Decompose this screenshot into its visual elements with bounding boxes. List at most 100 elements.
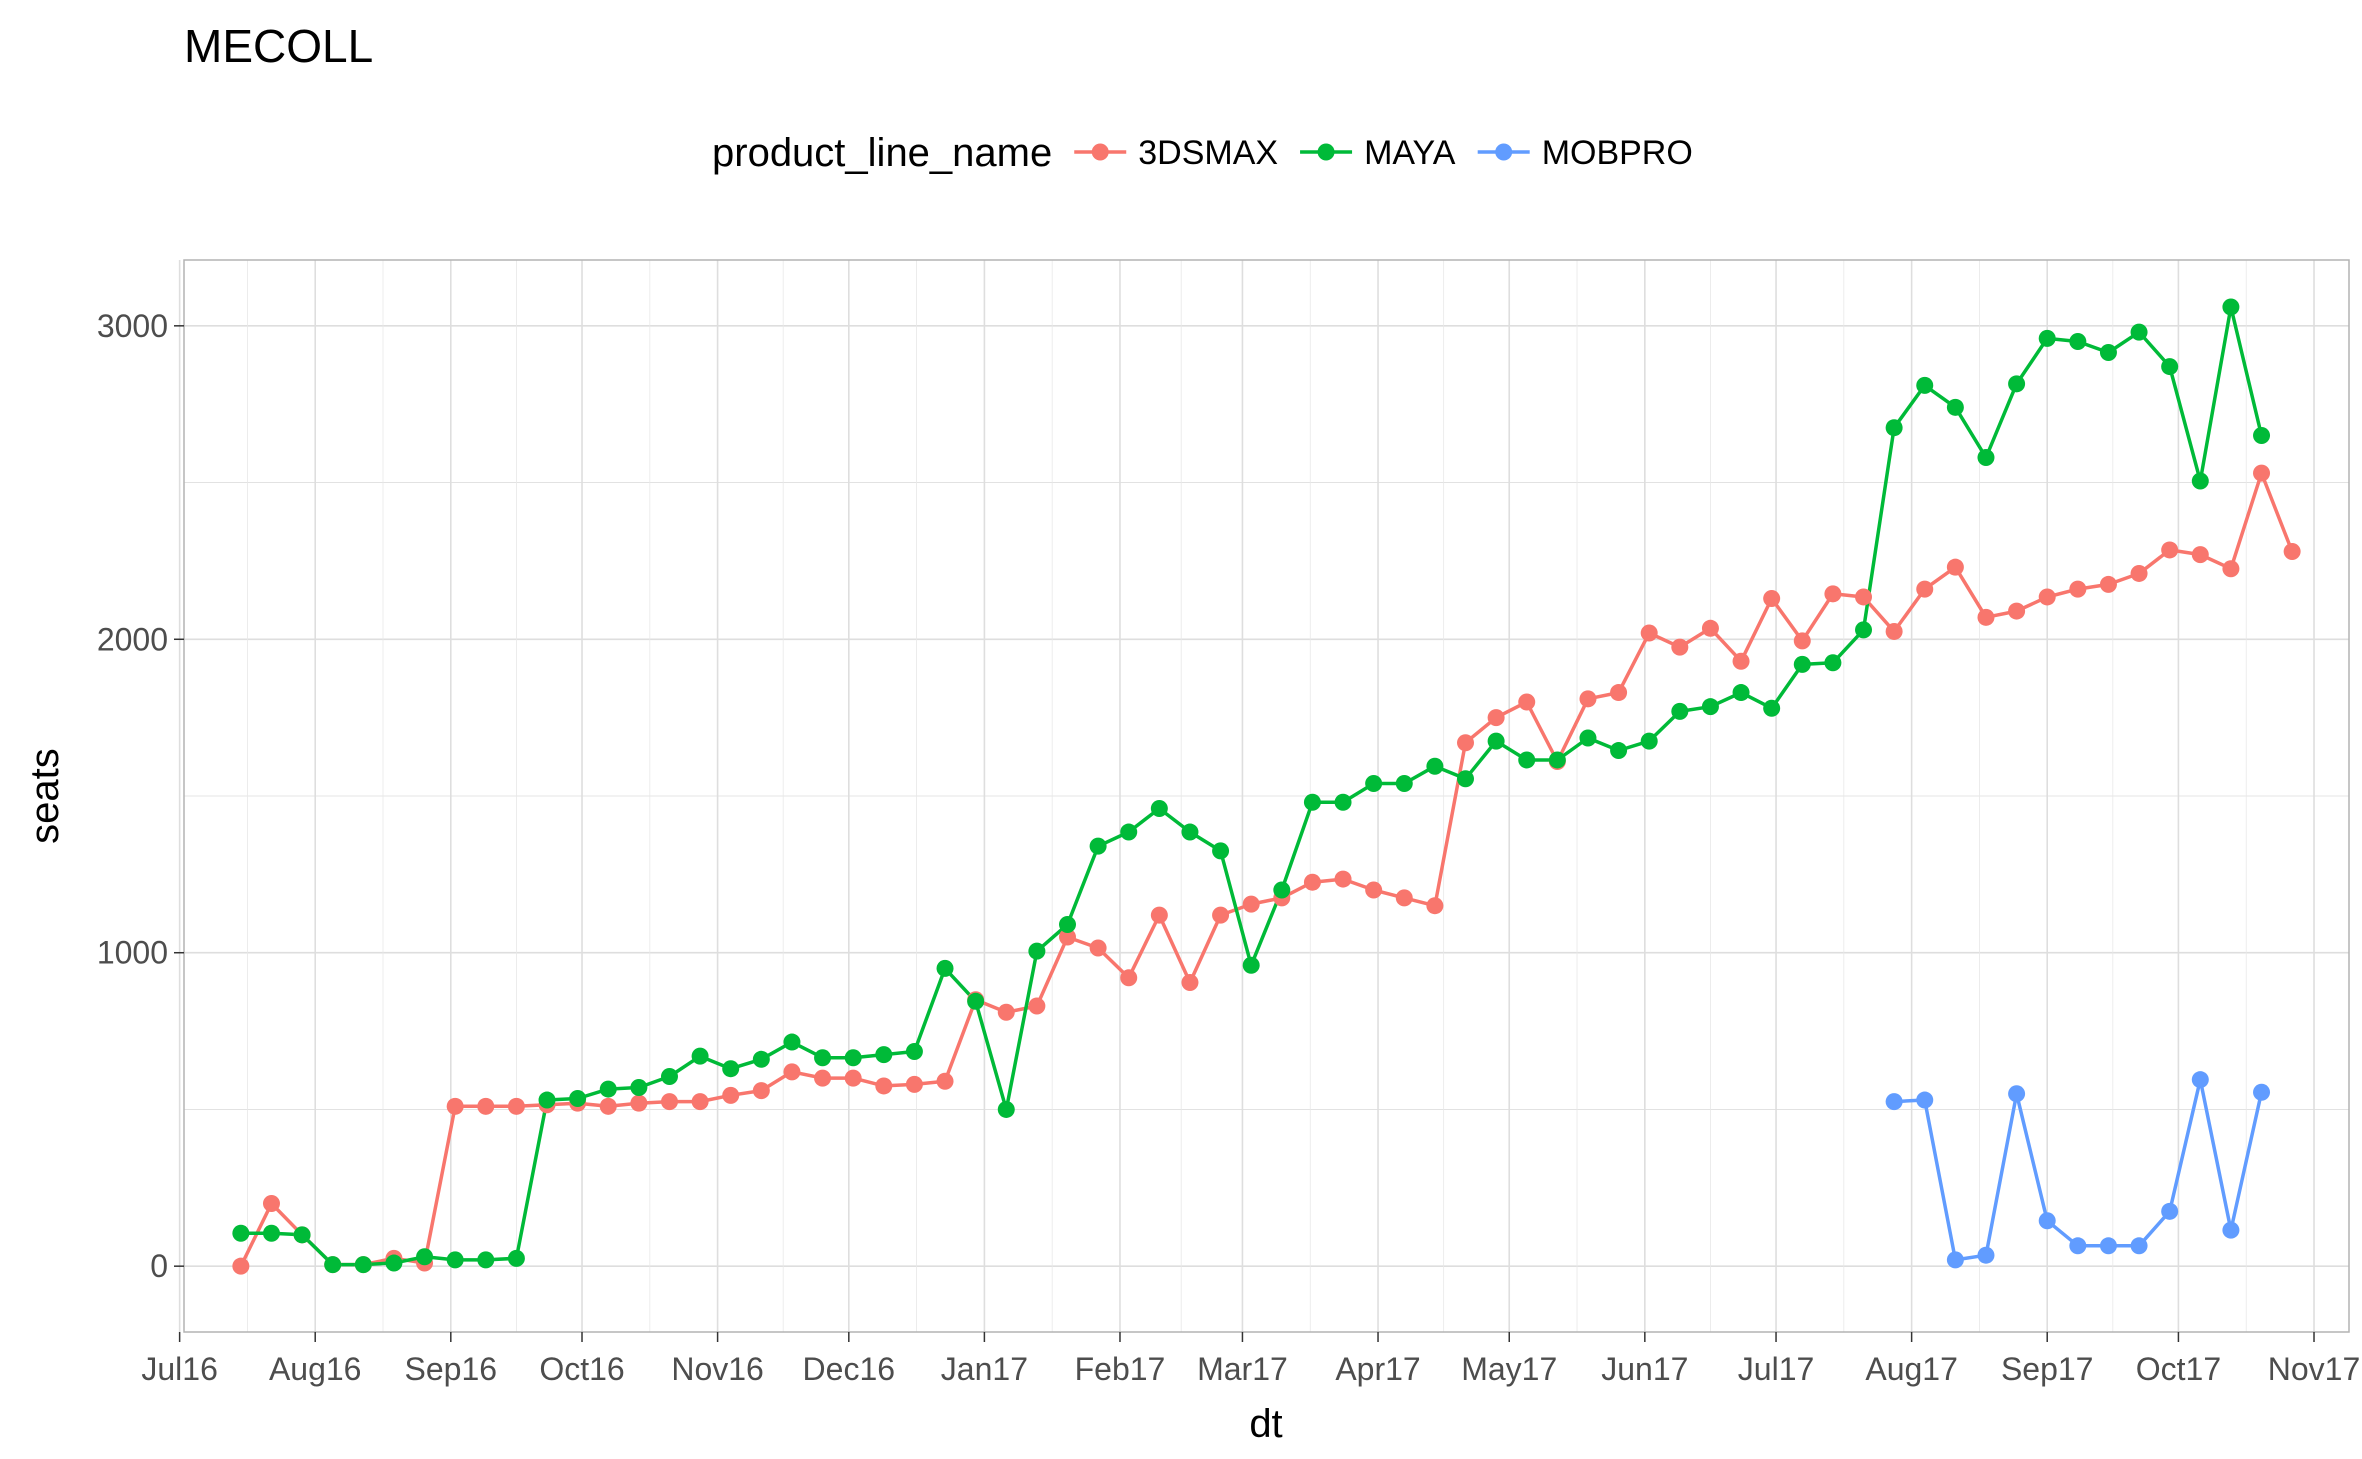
data-point-maya <box>1763 699 1781 717</box>
data-point-mobpro <box>2161 1202 2179 1220</box>
data-point-maya <box>967 992 985 1010</box>
data-point-3dsmax <box>630 1094 648 1112</box>
plot-border <box>183 259 2350 1333</box>
data-point-3dsmax <box>2191 546 2209 564</box>
data-point-3dsmax <box>997 1003 1015 1021</box>
data-point-maya <box>936 959 954 977</box>
data-point-mobpro <box>2253 1083 2271 1101</box>
data-point-3dsmax <box>446 1097 464 1115</box>
data-point-3dsmax <box>2222 560 2240 578</box>
data-point-3dsmax <box>1916 580 1934 598</box>
legend-swatch-point <box>1091 143 1109 161</box>
data-point-3dsmax <box>2069 580 2087 598</box>
data-point-mobpro <box>2222 1221 2240 1239</box>
data-point-3dsmax <box>1763 590 1781 608</box>
data-point-maya <box>1212 842 1230 860</box>
data-point-3dsmax <box>783 1063 801 1081</box>
data-point-3dsmax <box>2161 541 2179 559</box>
data-point-3dsmax <box>1701 619 1719 637</box>
data-point-maya <box>1426 757 1444 775</box>
data-point-maya <box>1579 729 1597 747</box>
data-point-3dsmax <box>1824 585 1842 603</box>
data-point-maya <box>1824 654 1842 672</box>
data-point-mobpro <box>2191 1071 2209 1089</box>
data-point-maya <box>385 1254 403 1272</box>
x-tick-label: Jul16 <box>141 1351 218 1387</box>
data-point-mobpro <box>1977 1246 1995 1264</box>
y-axis: 0 1000 2000 3000 <box>97 308 184 1284</box>
data-point-maya <box>1181 823 1199 841</box>
x-tick-label: Jan17 <box>941 1351 1028 1387</box>
data-point-3dsmax <box>936 1072 954 1090</box>
data-point-maya <box>2069 332 2087 350</box>
data-point-3dsmax <box>1487 709 1505 727</box>
data-point-maya <box>1701 698 1719 716</box>
data-point-3dsmax <box>1242 895 1260 913</box>
legend-swatch-point <box>1317 143 1335 161</box>
data-point-3dsmax <box>2253 464 2271 482</box>
data-point-maya <box>2161 358 2179 376</box>
x-tick-label: Dec16 <box>803 1351 896 1387</box>
data-point-maya <box>1732 684 1750 702</box>
data-point-maya <box>660 1068 678 1086</box>
data-point-maya <box>1028 942 1046 960</box>
data-point-maya <box>262 1224 280 1242</box>
data-point-3dsmax <box>2038 588 2056 606</box>
legend-key-3dsmax <box>1074 143 1127 161</box>
data-point-3dsmax <box>507 1097 525 1115</box>
data-point-3dsmax <box>1150 906 1168 924</box>
data-point-maya <box>1487 732 1505 750</box>
data-point-mobpro <box>2099 1237 2117 1255</box>
data-point-maya <box>844 1049 862 1067</box>
data-point-3dsmax <box>1120 969 1138 987</box>
data-point-maya <box>1671 702 1689 720</box>
data-point-3dsmax <box>1028 997 1046 1015</box>
data-point-3dsmax <box>262 1194 280 1212</box>
x-tick-label: May17 <box>1461 1351 1557 1387</box>
data-point-maya <box>1242 956 1260 974</box>
data-point-3dsmax <box>1579 690 1597 708</box>
data-point-maya <box>293 1226 311 1244</box>
data-point-maya <box>324 1256 342 1274</box>
data-point-3dsmax <box>1946 558 1964 576</box>
data-point-maya <box>1640 732 1658 750</box>
legend: product_line_name 3DSMAX MAYA MOBPRO <box>712 131 1693 175</box>
legend-label-3dsmax: 3DSMAX <box>1138 134 1278 172</box>
data-point-maya <box>1457 770 1475 788</box>
data-point-3dsmax <box>660 1093 678 1111</box>
x-tick-label: Apr17 <box>1335 1351 1420 1387</box>
data-point-maya <box>630 1079 648 1097</box>
x-axis: Jul16 Aug16 Sep16 Oct16 Nov16 Dec16 Jan17 Feb17… <box>141 1332 2360 1387</box>
data-point-3dsmax <box>1181 974 1199 992</box>
data-point-3dsmax <box>1885 622 1903 640</box>
data-point-maya <box>354 1256 372 1274</box>
x-tick-label: Jun17 <box>1601 1351 1688 1387</box>
legend-swatch-point <box>1495 143 1513 161</box>
plot-area <box>178 259 2350 1333</box>
data-point-maya <box>416 1248 434 1266</box>
data-point-maya <box>1150 800 1168 818</box>
x-tick-label: Aug16 <box>269 1351 362 1387</box>
data-point-maya <box>1793 655 1811 673</box>
data-point-maya <box>477 1251 495 1269</box>
data-point-3dsmax <box>875 1077 893 1095</box>
data-point-maya <box>1273 881 1291 899</box>
data-point-3dsmax <box>1212 906 1230 924</box>
data-point-3dsmax <box>1334 870 1352 888</box>
data-point-3dsmax <box>477 1097 495 1115</box>
data-point-maya <box>2008 375 2026 393</box>
data-point-maya <box>569 1089 587 1107</box>
data-point-maya <box>814 1049 832 1067</box>
data-point-maya <box>1334 793 1352 811</box>
x-tick-label: Oct17 <box>2136 1351 2221 1387</box>
data-point-3dsmax <box>844 1069 862 1087</box>
data-point-3dsmax <box>599 1097 617 1115</box>
data-point-maya <box>1120 823 1138 841</box>
data-point-maya <box>2253 427 2271 445</box>
data-point-3dsmax <box>1457 734 1475 752</box>
data-point-3dsmax <box>1365 881 1383 899</box>
data-point-3dsmax <box>1058 928 1076 946</box>
data-point-maya <box>875 1046 893 1064</box>
y-tick-label: 2000 <box>97 621 168 657</box>
data-point-3dsmax <box>2008 602 2026 620</box>
